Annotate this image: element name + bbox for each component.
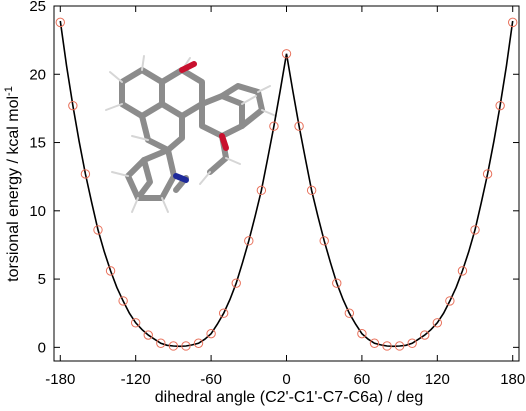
x-tick-label: -120 [121, 371, 151, 388]
data-point [332, 278, 342, 288]
data-point [394, 341, 405, 351]
data-point [319, 236, 329, 246]
plot-frame [53, 5, 520, 362]
data-point [420, 330, 430, 340]
data-point [432, 318, 443, 328]
x-tick-label: 0 [282, 371, 290, 388]
x-tick-label: 120 [425, 371, 450, 388]
y-tick-label: 0 [38, 339, 46, 356]
data-point [470, 225, 480, 235]
data-point [105, 266, 116, 276]
fitted-curve-line [59, 20, 514, 348]
data-point [508, 17, 518, 28]
data-point [68, 100, 78, 111]
data-point [55, 17, 65, 28]
y-axis-title-superscript: -1 [3, 86, 15, 96]
data-point [281, 49, 292, 59]
data-point [256, 185, 267, 196]
data-point [482, 169, 493, 179]
data-point [156, 338, 166, 348]
data-point [344, 308, 355, 318]
data-point [445, 296, 455, 306]
data-point [495, 100, 505, 111]
y-tick-label: 10 [29, 203, 46, 220]
data-point [294, 121, 304, 131]
x-axis-ticks: -180 -120 -60 0 60 120 180 [45, 6, 525, 388]
data-point [269, 121, 279, 131]
data-point [369, 338, 380, 348]
data-point [382, 341, 392, 351]
x-tick-label: -180 [45, 371, 75, 388]
data-point [181, 341, 191, 351]
data-point [118, 296, 128, 306]
data-point [407, 338, 417, 348]
data-point [168, 341, 179, 351]
x-tick-label: 180 [500, 371, 525, 388]
data-point [218, 308, 229, 318]
data-point [306, 185, 317, 196]
data-point [206, 328, 216, 339]
data-point [193, 338, 204, 348]
y-axis-title-main: torsional energy / kcal mol [5, 96, 22, 282]
data-point [457, 266, 468, 276]
x-axis-title: dihedral angle (C2'-C1'-C7-C6a) / deg [155, 389, 423, 406]
x-tick-label: -60 [200, 371, 222, 388]
y-tick-label: 5 [38, 271, 46, 288]
data-point [231, 278, 241, 288]
x-tick-label: 60 [354, 371, 371, 388]
data-point [143, 330, 153, 340]
data-series [55, 17, 518, 351]
y-tick-label: 25 [29, 0, 46, 15]
data-point [357, 328, 367, 339]
y-tick-label: 15 [29, 135, 46, 152]
y-tick-label: 20 [29, 66, 46, 83]
data-point [80, 169, 91, 179]
molecule-inset [105, 55, 277, 213]
data-point [93, 225, 103, 235]
y-axis-ticks: 0 5 10 15 20 25 [29, 0, 519, 356]
y-axis-title: torsional energy / kcal mol-1 [3, 86, 22, 282]
data-point [130, 318, 141, 328]
data-point [244, 236, 254, 246]
